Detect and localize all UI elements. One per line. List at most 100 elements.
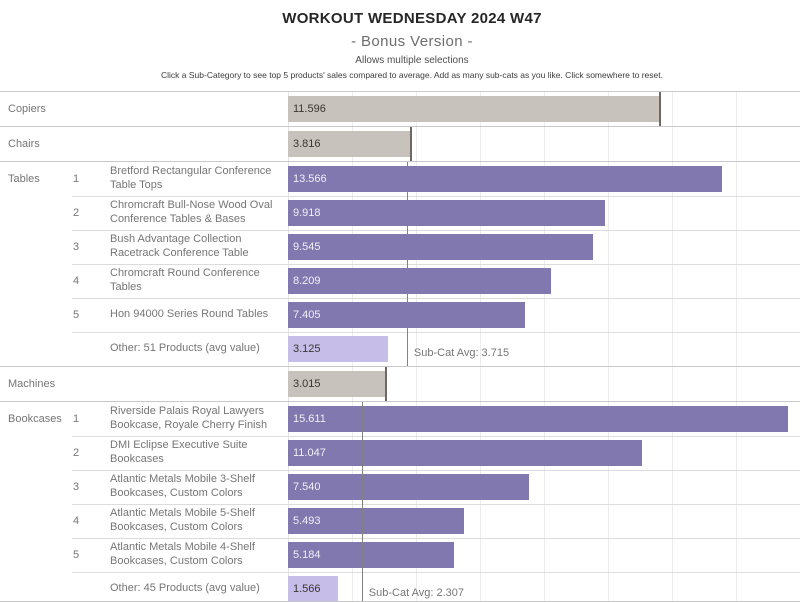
category-label: Bookcases xyxy=(8,413,62,425)
gridline xyxy=(672,92,673,601)
value-bar[interactable]: 8.209 xyxy=(288,268,551,294)
bar-value-label: 13.566 xyxy=(293,173,327,185)
bar-value-label: 7.540 xyxy=(293,481,321,493)
category-group-bookcases: Bookcases 1 Riverside Palais Royal Lawyers… xyxy=(0,401,800,601)
bar-value-label: 5.184 xyxy=(293,549,321,561)
value-bar[interactable]: 15.611 xyxy=(288,406,788,432)
category-row[interactable]: Copiers 11.596 xyxy=(0,92,800,126)
product-rank: 4 xyxy=(73,275,80,287)
subcat-avg-line xyxy=(406,162,408,366)
product-name: Hon 94000 Series Round Tables xyxy=(110,308,269,321)
header-note-selections: Allows multiple selections xyxy=(355,55,469,66)
subcat-avg-label: Sub-Cat Avg: 2.307 xyxy=(368,587,464,599)
row-divider xyxy=(72,470,800,471)
product-rank: 5 xyxy=(73,309,80,321)
value-bar[interactable]: 11.596 xyxy=(288,96,660,122)
product-name: Chromcraft Round Conference Tables xyxy=(110,267,260,293)
value-bar[interactable]: 7.540 xyxy=(288,474,530,500)
product-row[interactable]: 2 DMI Eclipse Executive Suite Bookcases 11… xyxy=(0,436,800,470)
value-bar[interactable]: 9.545 xyxy=(288,234,594,260)
product-name: Atlantic Metals Mobile 3-Shelf Bookcases… xyxy=(110,473,255,499)
value-bar[interactable]: 7.405 xyxy=(288,302,525,328)
value-bar[interactable]: 13.566 xyxy=(288,166,723,192)
gridline xyxy=(736,92,737,601)
product-row[interactable]: Bookcases 1 Riverside Palais Royal Lawyers… xyxy=(0,402,800,436)
gridline xyxy=(608,92,609,601)
product-rank: 2 xyxy=(73,447,80,459)
product-row[interactable]: 2 Chromcraft Bull-Nose Wood Oval Conferen… xyxy=(0,196,800,230)
product-name: Bush Advantage Collection Racetrack Conf… xyxy=(110,233,249,259)
product-row[interactable]: 4 Atlantic Metals Mobile 5-Shelf Bookcase… xyxy=(0,504,800,538)
category-label: Chairs xyxy=(8,138,40,150)
product-row[interactable]: Tables 1 Bretford Rectangular Conference T… xyxy=(0,162,800,196)
product-name: Other: 51 Products (avg value) xyxy=(110,342,260,355)
row-divider xyxy=(72,298,800,299)
category-group-copiers: Copiers 11.596 xyxy=(0,92,800,126)
bar-value-label: 3.816 xyxy=(293,138,321,150)
bar-chart: Copiers 11.596 Chairs 3.816 Tables 1 Bretford … xyxy=(0,91,800,602)
category-label: Copiers xyxy=(8,103,46,115)
gridline xyxy=(544,92,545,601)
gridline xyxy=(416,92,417,601)
row-divider xyxy=(72,264,800,265)
category-row[interactable]: Chairs 3.816 xyxy=(0,127,800,161)
row-divider xyxy=(72,332,800,333)
value-bar[interactable]: 3.015 xyxy=(288,371,385,397)
bar-value-label: 3.015 xyxy=(293,378,321,390)
category-group-tables: Tables 1 Bretford Rectangular Conference T… xyxy=(0,161,800,366)
gridline xyxy=(480,92,481,601)
category-label: Tables xyxy=(8,173,40,185)
subcat-avg-line xyxy=(361,402,363,601)
product-row[interactable]: Other: 45 Products (avg value) 1.566 xyxy=(0,572,800,601)
page-title: WORKOUT WEDNESDAY 2024 W47 xyxy=(282,10,542,27)
value-bar[interactable]: 9.918 xyxy=(288,200,606,226)
product-name: Chromcraft Bull-Nose Wood Oval Conferenc… xyxy=(110,199,273,225)
row-divider xyxy=(72,436,800,437)
value-bar[interactable]: 3.125 xyxy=(288,336,388,362)
bar-value-label: 9.918 xyxy=(293,207,321,219)
row-divider xyxy=(72,504,800,505)
bar-end-line xyxy=(384,367,387,401)
product-name: Atlantic Metals Mobile 4-Shelf Bookcases… xyxy=(110,541,255,567)
product-row[interactable]: 3 Bush Advantage Collection Racetrack Con… xyxy=(0,230,800,264)
product-rank: 1 xyxy=(73,173,80,185)
product-name: Other: 45 Products (avg value) xyxy=(110,582,260,595)
product-row[interactable]: 3 Atlantic Metals Mobile 3-Shelf Bookcase… xyxy=(0,470,800,504)
product-row[interactable]: Other: 51 Products (avg value) 3.125 xyxy=(0,332,800,366)
header-note-instructions: Click a Sub-Category to see top 5 produc… xyxy=(161,70,663,80)
bar-value-label: 15.611 xyxy=(293,413,326,425)
product-rank: 3 xyxy=(73,241,80,253)
value-bar[interactable]: 1.566 xyxy=(288,576,339,601)
row-divider xyxy=(72,230,800,231)
product-row[interactable]: 5 Hon 94000 Series Round Tables 7.405 xyxy=(0,298,800,332)
category-row[interactable]: Machines 3.015 xyxy=(0,367,800,401)
product-row[interactable]: 5 Atlantic Metals Mobile 4-Shelf Bookcase… xyxy=(0,538,800,572)
bar-value-label: 3.125 xyxy=(293,343,321,355)
product-rank: 2 xyxy=(73,207,80,219)
page-subtitle: - Bonus Version - xyxy=(351,33,473,50)
value-bar[interactable]: 5.184 xyxy=(288,542,454,568)
bar-end-line xyxy=(659,92,662,126)
product-rank: 1 xyxy=(73,413,80,425)
bar-value-label: 1.566 xyxy=(293,583,321,595)
subcat-avg-label: Sub-Cat Avg: 3.715 xyxy=(413,347,510,359)
row-divider xyxy=(72,196,800,197)
dashboard-header: WORKOUT WEDNESDAY 2024 W47 - Bonus Versi… xyxy=(0,0,800,91)
row-divider xyxy=(72,538,800,539)
bar-value-label: 11.596 xyxy=(293,103,326,115)
product-row[interactable]: 4 Chromcraft Round Conference Tables 8.209 xyxy=(0,264,800,298)
value-bar[interactable]: 3.816 xyxy=(288,131,411,157)
product-rank: 3 xyxy=(73,481,80,493)
category-group-machines: Machines 3.015 xyxy=(0,366,800,401)
value-bar[interactable]: 5.493 xyxy=(288,508,464,534)
row-divider xyxy=(72,572,800,573)
product-rank: 4 xyxy=(73,515,80,527)
product-name: Riverside Palais Royal Lawyers Bookcase,… xyxy=(110,405,268,431)
product-name: DMI Eclipse Executive Suite Bookcases xyxy=(110,439,248,465)
bar-end-line xyxy=(410,127,413,161)
product-rank: 5 xyxy=(73,549,80,561)
bar-value-label: 5.493 xyxy=(293,515,321,527)
product-name: Bretford Rectangular Conference Table To… xyxy=(110,165,272,191)
category-group-chairs: Chairs 3.816 xyxy=(0,126,800,161)
value-bar[interactable]: 11.047 xyxy=(288,440,642,466)
